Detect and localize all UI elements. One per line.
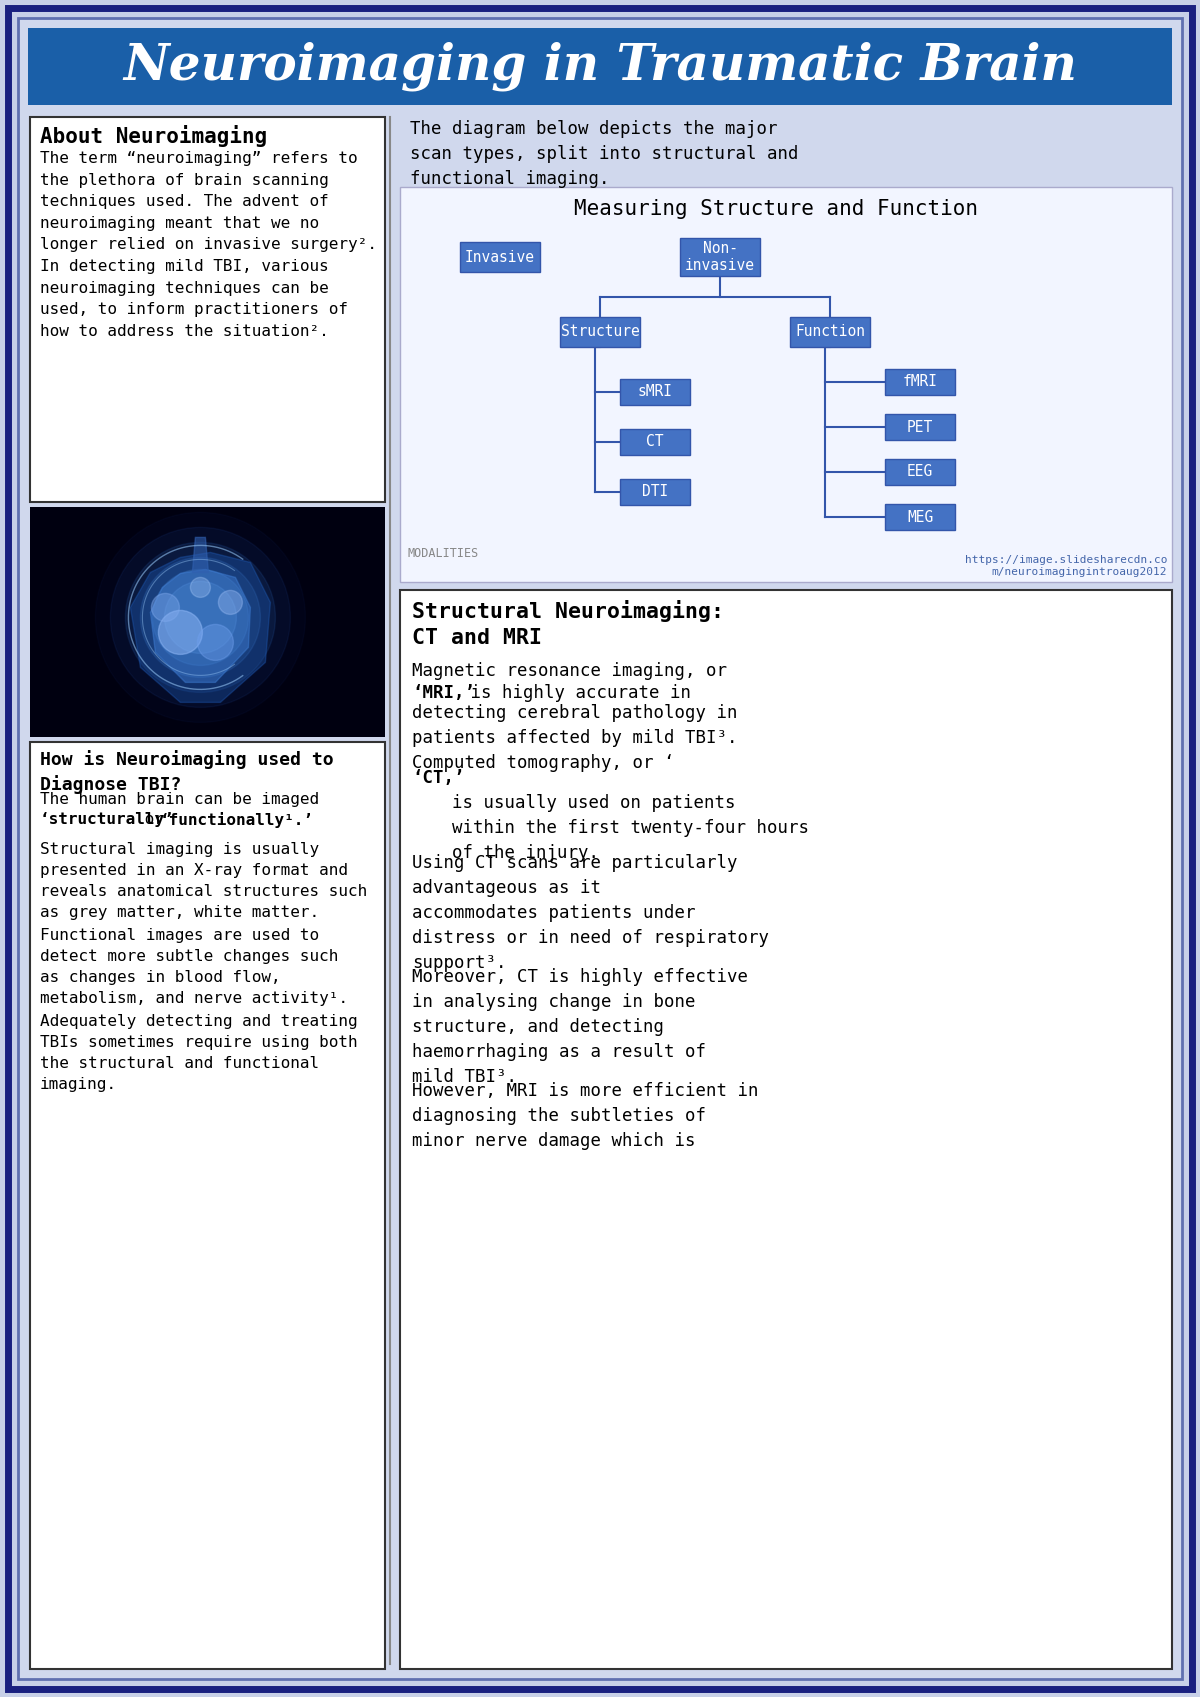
- Text: Structure: Structure: [560, 324, 640, 339]
- Circle shape: [96, 512, 306, 723]
- Text: EEG: EEG: [907, 465, 934, 480]
- Text: MODALITIES: MODALITIES: [408, 546, 479, 560]
- Polygon shape: [192, 538, 209, 572]
- Text: https://image.slidesharecdn.co
m/neuroimagingintroaug2012: https://image.slidesharecdn.co m/neuroim…: [965, 555, 1166, 577]
- Text: However, MRI is more efficient in
diagnosing the subtleties of
minor nerve damag: However, MRI is more efficient in diagno…: [412, 1083, 758, 1151]
- FancyBboxPatch shape: [886, 504, 955, 529]
- FancyBboxPatch shape: [790, 317, 870, 346]
- FancyBboxPatch shape: [30, 117, 385, 502]
- Circle shape: [198, 624, 234, 660]
- Text: detecting cerebral pathology in
patients affected by mild TBI³.
Computed tomogra: detecting cerebral pathology in patients…: [412, 704, 738, 772]
- Circle shape: [218, 591, 242, 614]
- FancyBboxPatch shape: [886, 368, 955, 395]
- Text: Neuroimaging in Traumatic Brain: Neuroimaging in Traumatic Brain: [124, 42, 1076, 92]
- Text: Non-
invasive: Non- invasive: [685, 241, 755, 273]
- Text: Function: Function: [796, 324, 865, 339]
- Circle shape: [158, 611, 203, 655]
- FancyBboxPatch shape: [460, 243, 540, 272]
- Text: is highly accurate in: is highly accurate in: [460, 684, 691, 703]
- Text: CT: CT: [647, 434, 664, 450]
- Circle shape: [152, 570, 248, 665]
- Circle shape: [151, 594, 180, 621]
- FancyBboxPatch shape: [620, 378, 690, 406]
- FancyBboxPatch shape: [400, 591, 1172, 1670]
- Text: ‘functionally¹.’: ‘functionally¹.’: [160, 811, 314, 828]
- Text: PET: PET: [907, 419, 934, 434]
- FancyBboxPatch shape: [18, 19, 1182, 1678]
- Text: How is Neuroimaging used to
Diagnose TBI?: How is Neuroimaging used to Diagnose TBI…: [40, 750, 334, 794]
- FancyBboxPatch shape: [886, 458, 955, 485]
- FancyBboxPatch shape: [30, 507, 385, 736]
- Text: The diagram below depicts the major
scan types, split into structural and
functi: The diagram below depicts the major scan…: [410, 120, 798, 188]
- Circle shape: [140, 557, 260, 677]
- Text: or: or: [134, 811, 174, 826]
- FancyBboxPatch shape: [560, 317, 640, 346]
- FancyBboxPatch shape: [620, 479, 690, 506]
- FancyBboxPatch shape: [400, 187, 1172, 582]
- Polygon shape: [131, 553, 270, 703]
- Text: MEG: MEG: [907, 509, 934, 524]
- Circle shape: [110, 528, 290, 708]
- FancyBboxPatch shape: [886, 414, 955, 440]
- Text: Structural imaging is usually
presented in an X-ray format and
reveals anatomica: Structural imaging is usually presented …: [40, 842, 367, 920]
- Text: Magnetic resonance imaging, or: Magnetic resonance imaging, or: [412, 662, 727, 701]
- Text: DTI: DTI: [642, 485, 668, 499]
- FancyBboxPatch shape: [620, 429, 690, 455]
- Circle shape: [164, 582, 236, 653]
- Text: ‘MRI,’: ‘MRI,’: [412, 684, 475, 703]
- Text: Adequately detecting and treating
TBIs sometimes require using both
the structur: Adequately detecting and treating TBIs s…: [40, 1015, 358, 1091]
- FancyBboxPatch shape: [30, 742, 385, 1670]
- Text: Using CT scans are particularly
advantageous as it
accommodates patients under
d: Using CT scans are particularly advantag…: [412, 854, 769, 972]
- Text: Measuring Structure and Function: Measuring Structure and Function: [574, 199, 978, 219]
- Text: ‘CT,’: ‘CT,’: [412, 769, 464, 787]
- Text: About Neuroimaging: About Neuroimaging: [40, 126, 268, 148]
- Text: Functional images are used to
detect more subtle changes such
as changes in bloo: Functional images are used to detect mor…: [40, 928, 348, 1006]
- Text: fMRI: fMRI: [902, 375, 937, 390]
- Text: ‘structurally’: ‘structurally’: [40, 811, 175, 826]
- FancyBboxPatch shape: [680, 238, 760, 277]
- Polygon shape: [150, 570, 251, 682]
- FancyBboxPatch shape: [8, 8, 1192, 1689]
- Text: sMRI: sMRI: [637, 385, 672, 399]
- Text: is usually used on patients
within the first twenty-four hours
of the injury.: is usually used on patients within the f…: [452, 769, 809, 862]
- Text: Invasive: Invasive: [466, 249, 535, 265]
- Text: The human brain can be imaged: The human brain can be imaged: [40, 792, 319, 808]
- Text: Structural Neuroimaging:
CT and MRI: Structural Neuroimaging: CT and MRI: [412, 601, 724, 648]
- Circle shape: [126, 543, 276, 692]
- FancyBboxPatch shape: [28, 27, 1172, 105]
- Text: Moreover, CT is highly effective
in analysing change in bone
structure, and dete: Moreover, CT is highly effective in anal…: [412, 967, 748, 1086]
- Text: The term “neuroimaging” refers to
the plethora of brain scanning
techniques used: The term “neuroimaging” refers to the pl…: [40, 151, 377, 339]
- Circle shape: [191, 577, 210, 597]
